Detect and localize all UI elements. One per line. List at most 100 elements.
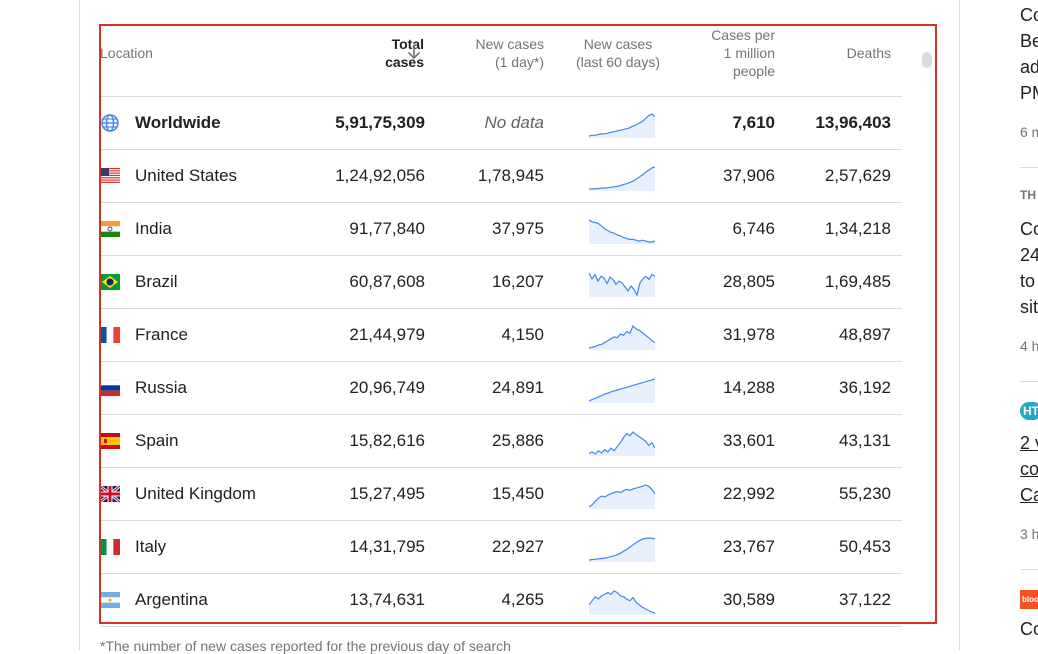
table-row[interactable]: Russia 20,96,749 24,891 14,288 36,192 xyxy=(99,362,902,415)
cases-per-million-column-header[interactable]: Cases per 1 million people xyxy=(711,27,775,79)
cases-per-million-value: 6,746 xyxy=(732,219,775,238)
total-cases-value: 5,91,75,309 xyxy=(335,113,425,132)
total-cases-value: 20,96,749 xyxy=(349,378,425,397)
new-cases-value: 15,450 xyxy=(492,484,544,503)
table-row[interactable]: India 91,77,840 37,975 6,746 1,34,218 xyxy=(100,203,902,256)
new-cases-60-days-column-header: New cases (last 60 days) xyxy=(575,36,660,70)
news-headline[interactable]: Co xyxy=(1020,5,1038,25)
news-headline[interactable]: co xyxy=(1020,459,1038,479)
total-cases-value: 14,31,795 xyxy=(349,537,425,556)
location-column-header[interactable]: Location xyxy=(100,45,153,61)
location-name: India xyxy=(135,219,172,238)
news-divider xyxy=(1020,381,1038,382)
news-divider xyxy=(1020,569,1038,570)
location-name: Argentina xyxy=(135,590,208,609)
new-cases-value: 37,975 xyxy=(492,219,544,238)
sparkline-60-days xyxy=(588,267,656,297)
location-name: United Kingdom xyxy=(135,484,256,503)
news-headline[interactable]: 24 xyxy=(1020,245,1038,265)
new-cases-value: 24,891 xyxy=(492,378,544,397)
scrollbar-thumb[interactable] xyxy=(922,52,932,68)
cases-per-million-value: 28,805 xyxy=(723,272,775,291)
news-headline[interactable]: Be xyxy=(1020,31,1038,51)
total-cases-value: 21,44,979 xyxy=(349,325,425,344)
news-headline[interactable]: Ca xyxy=(1020,485,1038,505)
table-row[interactable]: Italy 14,31,795 22,927 23,767 50,453 xyxy=(100,521,902,574)
cases-per-million-value: 37,906 xyxy=(723,166,775,185)
deaths-value: 48,897 xyxy=(839,325,891,344)
total-cases-value: 91,77,840 xyxy=(349,219,425,238)
flag-in-icon xyxy=(100,219,120,239)
flag-ar-icon xyxy=(100,590,120,610)
deaths-value: 13,96,403 xyxy=(815,113,891,132)
cases-per-million-value: 31,978 xyxy=(723,325,775,344)
deaths-value: 55,230 xyxy=(839,484,891,503)
cases-per-million-value: 22,992 xyxy=(723,484,775,503)
table-row[interactable]: Brazil 60,87,608 16,207 28,805 1,69,485 xyxy=(100,256,902,309)
flag-us-icon xyxy=(100,166,120,186)
new-cases-value: 4,150 xyxy=(501,325,544,344)
table-row[interactable]: United Kingdom 15,27,495 15,450 22,992 55,23… xyxy=(99,468,902,521)
news-source-logo: bloo xyxy=(1020,590,1038,609)
location-name: United States xyxy=(135,166,238,185)
news-headline[interactable]: to xyxy=(1020,271,1036,291)
footnote: *The number of new cases reported for th… xyxy=(100,638,511,654)
total-cases-value: 13,74,631 xyxy=(349,590,425,609)
news-divider xyxy=(1020,167,1038,168)
table-row[interactable]: United States 1,24,92,056 1,78,945 37,906 2,… xyxy=(100,150,902,203)
sparkline-60-days xyxy=(588,585,656,615)
sparkline-60-days xyxy=(588,214,656,244)
location-name: Worldwide xyxy=(135,113,221,132)
sparkline-60-days xyxy=(588,532,656,562)
deaths-value: 2,57,629 xyxy=(824,166,891,185)
flag-it-icon xyxy=(100,537,120,557)
deaths-value: 43,131 xyxy=(839,431,891,450)
table-header: Location Total cases New cases (1 day*) … xyxy=(100,26,902,97)
worldwide-row[interactable]: Worldwide 5,91,75,309 No data 7,610 13,96,40… xyxy=(100,97,902,150)
sparkline-60-days xyxy=(589,161,656,191)
sparkline-60-days xyxy=(588,426,656,456)
flag-gb-icon xyxy=(99,484,121,504)
news-source-logo: TH xyxy=(1020,188,1036,202)
deaths-value: 1,34,218 xyxy=(824,219,891,238)
news-headline[interactable]: 2 v xyxy=(1020,433,1038,453)
news-timestamp: 4 h xyxy=(1020,338,1038,354)
total-cases-value: 15,82,616 xyxy=(349,431,425,450)
sparkline-60-days xyxy=(588,373,656,403)
table-row[interactable]: Argentina 13,74,631 4,265 30,589 37,122 xyxy=(100,574,902,627)
news-headline[interactable]: ad xyxy=(1020,57,1038,77)
covid-stats-table: Location Total cases New cases (1 day*) … xyxy=(99,26,902,627)
cases-per-million-value: 33,601 xyxy=(723,431,775,450)
new-cases-value: No data xyxy=(484,113,544,132)
new-cases-value: 22,927 xyxy=(492,537,544,556)
news-headline[interactable]: Co xyxy=(1020,219,1038,239)
sort-descending-arrow-icon[interactable] xyxy=(405,42,423,62)
deaths-value: 50,453 xyxy=(839,537,891,556)
cases-per-million-value: 14,288 xyxy=(723,378,775,397)
new-cases-column-header[interactable]: New cases (1 day*) xyxy=(475,36,544,70)
flag-es-icon xyxy=(100,431,120,451)
news-headline[interactable]: sit xyxy=(1020,297,1038,317)
flag-br-icon xyxy=(100,272,120,292)
news-timestamp: 6 m xyxy=(1020,124,1038,140)
new-cases-value: 16,207 xyxy=(492,272,544,291)
globe-icon xyxy=(100,113,120,133)
total-cases-value: 1,24,92,056 xyxy=(335,166,425,185)
sparkline-60-days xyxy=(588,479,656,509)
sparkline-60-days xyxy=(588,108,656,138)
news-headline[interactable]: Co xyxy=(1020,619,1038,639)
total-cases-value: 15,27,495 xyxy=(349,484,425,503)
news-headline[interactable]: PM xyxy=(1020,83,1038,103)
location-name: Brazil xyxy=(135,272,178,291)
table-body: Worldwide 5,91,75,309 No data 7,610 13,96,40… xyxy=(99,97,902,627)
stats-card xyxy=(79,0,960,650)
new-cases-value: 25,886 xyxy=(492,431,544,450)
news-timestamp: 3 h xyxy=(1020,526,1038,542)
cases-per-million-value: 7,610 xyxy=(732,113,775,132)
deaths-column-header[interactable]: Deaths xyxy=(846,45,891,61)
news-source-logo: HT xyxy=(1020,402,1038,420)
total-cases-value: 60,87,608 xyxy=(349,272,425,291)
table-row[interactable]: Spain 15,82,616 25,886 33,601 43,131 xyxy=(100,415,902,468)
table-row[interactable]: France 21,44,979 4,150 31,978 48,897 xyxy=(100,309,902,362)
flag-fr-icon xyxy=(100,325,120,345)
